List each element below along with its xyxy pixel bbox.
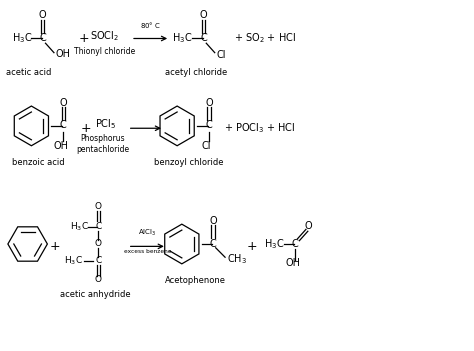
Text: +: + bbox=[247, 240, 258, 253]
Text: benzoic acid: benzoic acid bbox=[12, 158, 65, 167]
Text: O: O bbox=[95, 239, 101, 248]
Text: PCl$_5$: PCl$_5$ bbox=[95, 118, 116, 131]
Text: OH: OH bbox=[56, 49, 71, 59]
Text: H$_3$C: H$_3$C bbox=[12, 32, 32, 45]
Text: +: + bbox=[80, 122, 91, 135]
Text: H$_3$C: H$_3$C bbox=[264, 237, 284, 251]
Text: O: O bbox=[205, 98, 213, 108]
Text: Phosphorus: Phosphorus bbox=[81, 134, 125, 143]
Text: Acetophenone: Acetophenone bbox=[165, 276, 227, 285]
Text: OH: OH bbox=[285, 258, 300, 269]
Text: C: C bbox=[200, 33, 207, 43]
Text: C: C bbox=[39, 33, 46, 43]
Text: O: O bbox=[209, 216, 217, 226]
Text: C: C bbox=[95, 256, 101, 265]
Text: C: C bbox=[206, 120, 212, 131]
Text: CH$_3$: CH$_3$ bbox=[228, 252, 247, 266]
Text: benzoyl chloride: benzoyl chloride bbox=[154, 158, 224, 167]
Text: C: C bbox=[60, 120, 67, 131]
Text: O: O bbox=[304, 220, 311, 231]
Text: C: C bbox=[210, 239, 216, 249]
Text: O: O bbox=[95, 202, 101, 211]
Text: excess benzene: excess benzene bbox=[124, 249, 171, 254]
Text: acetic acid: acetic acid bbox=[6, 68, 52, 77]
Text: H$_3$C: H$_3$C bbox=[64, 254, 83, 267]
Text: O: O bbox=[200, 10, 207, 20]
Text: AlCl$_3$: AlCl$_3$ bbox=[138, 228, 157, 238]
Text: C: C bbox=[292, 239, 298, 249]
Text: 80$\degree$ C: 80$\degree$ C bbox=[140, 20, 161, 30]
Text: O: O bbox=[95, 276, 101, 284]
Text: + POCl$_3$ + HCl: + POCl$_3$ + HCl bbox=[224, 121, 295, 135]
Text: Cl: Cl bbox=[201, 141, 211, 151]
Text: C: C bbox=[95, 221, 101, 231]
Text: +: + bbox=[79, 32, 90, 45]
Text: O: O bbox=[60, 98, 67, 108]
Text: +: + bbox=[50, 240, 60, 253]
Text: pentachloride: pentachloride bbox=[76, 145, 129, 154]
Text: OH: OH bbox=[53, 141, 68, 151]
Text: acetic anhydride: acetic anhydride bbox=[60, 290, 130, 299]
Text: acetyl chloride: acetyl chloride bbox=[165, 68, 227, 77]
Text: H$_3$C: H$_3$C bbox=[70, 220, 89, 233]
Text: + SO$_2$ + HCl: + SO$_2$ + HCl bbox=[234, 32, 296, 45]
Text: Cl: Cl bbox=[216, 50, 226, 60]
Text: SOCl$_2$: SOCl$_2$ bbox=[90, 29, 119, 43]
Text: H$_3$C: H$_3$C bbox=[173, 32, 193, 45]
Text: O: O bbox=[39, 10, 46, 20]
Text: Thionyl chloride: Thionyl chloride bbox=[73, 47, 135, 56]
